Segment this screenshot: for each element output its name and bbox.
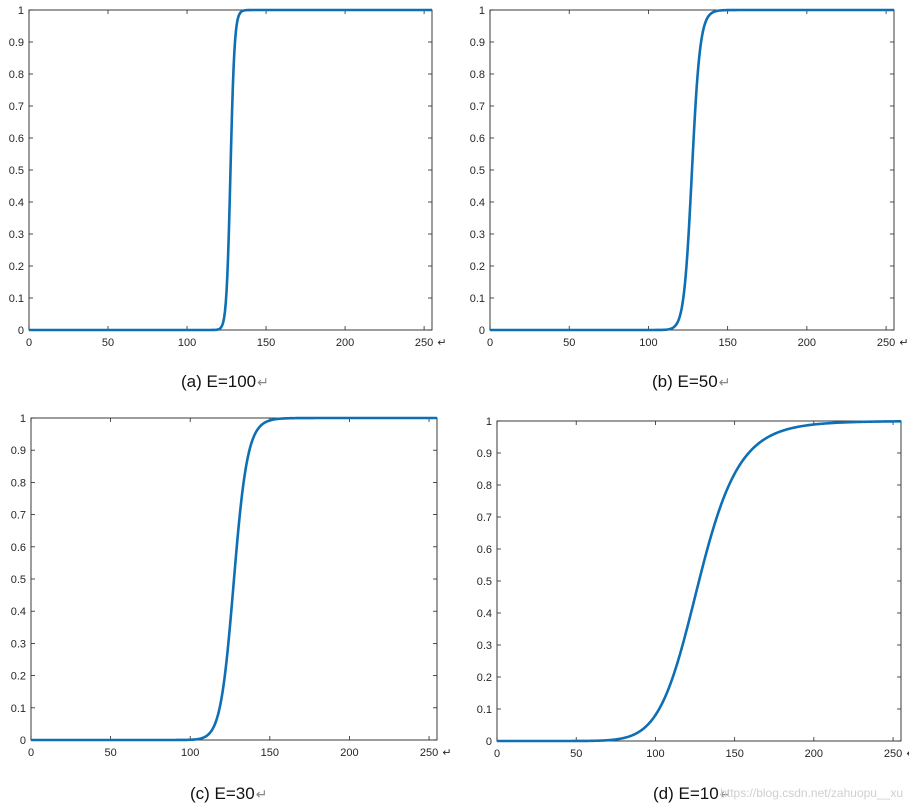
x-tick-label: 150 bbox=[718, 337, 736, 349]
return-icon: ↵ bbox=[718, 374, 731, 390]
chart-c-svg: 0 0.1 0.2 0.3 0.4 0.5 0.6 0.7 0.8 0.9 1 0 50 100 150 20… bbox=[11, 413, 452, 759]
chart-b-svg: 0 0.1 0.2 0.3 0.4 0.5 0.6 0.7 0.8 0.9 1 0 50 100 150 20… bbox=[470, 5, 909, 349]
watermark: https://blog.csdn.net/zahuopu__xu bbox=[720, 786, 903, 800]
y-tick-label: 0.5 bbox=[9, 165, 24, 177]
y-tick-label: 0.7 bbox=[470, 101, 485, 113]
caption-c: (c) E=30↵ bbox=[190, 784, 267, 804]
y-tick-label: 0.5 bbox=[477, 576, 492, 588]
y-tick-label: 0 bbox=[20, 735, 26, 747]
y-tick-label: 0.2 bbox=[9, 261, 24, 273]
y-tick-label: 0.9 bbox=[11, 445, 26, 457]
y-tick-label: 0.5 bbox=[11, 574, 26, 586]
chart-panel-b: 0 0.1 0.2 0.3 0.4 0.5 0.6 0.7 0.8 0.9 1 0 50 100 150 20… bbox=[459, 0, 909, 360]
caption-b-text: (b) E=50 bbox=[652, 372, 718, 391]
y-tick-label: 0.7 bbox=[11, 510, 26, 522]
x-tick-label: 200 bbox=[805, 748, 823, 760]
x-tick-label: 50 bbox=[563, 337, 575, 349]
return-icon: ↵ bbox=[899, 337, 908, 349]
x-tick-label: 200 bbox=[340, 747, 358, 759]
y-tick-label: 0.3 bbox=[11, 638, 26, 650]
series-line bbox=[496, 420, 902, 743]
y-tick-label: 0.6 bbox=[470, 133, 485, 145]
y-tick-label: 1 bbox=[20, 413, 26, 425]
return-icon: ↵ bbox=[437, 337, 446, 349]
x-tick-label: 250 bbox=[415, 337, 433, 349]
chart-panel-c: 0 0.1 0.2 0.3 0.4 0.5 0.6 0.7 0.8 0.9 1 0 50 100 150 20… bbox=[0, 407, 455, 767]
x-tick-label: 150 bbox=[257, 337, 275, 349]
x-tick-label: 250 bbox=[877, 337, 895, 349]
y-tick-label: 0.8 bbox=[477, 480, 492, 492]
y-tick-label: 0.2 bbox=[470, 261, 485, 273]
y-tick-label: 1 bbox=[479, 5, 485, 17]
y-tick-label: 0.1 bbox=[9, 293, 24, 305]
x-tick-label: 0 bbox=[28, 747, 34, 759]
x-tick-label: 200 bbox=[336, 337, 354, 349]
caption-a: (a) E=100↵ bbox=[181, 372, 269, 392]
y-tick-label: 0.6 bbox=[11, 542, 26, 554]
y-tick-label: 0.2 bbox=[477, 672, 492, 684]
y-tick-label: 1 bbox=[486, 416, 492, 428]
return-icon: ↵ bbox=[719, 786, 732, 802]
x-tick-label: 50 bbox=[102, 337, 114, 349]
x-tick-label: 100 bbox=[181, 747, 199, 759]
x-tick-label: 200 bbox=[798, 337, 816, 349]
y-tick-label: 0 bbox=[18, 325, 24, 337]
y-tick-label: 0.2 bbox=[11, 671, 26, 683]
x-tick-label: 100 bbox=[178, 337, 196, 349]
caption-d: (d) E=10↵ bbox=[653, 784, 731, 804]
caption-b: (b) E=50↵ bbox=[652, 372, 730, 392]
x-tick-label: 150 bbox=[725, 748, 743, 760]
x-tick-label: 0 bbox=[26, 337, 32, 349]
y-tick-label: 0.9 bbox=[9, 37, 24, 49]
x-tick-label: 50 bbox=[570, 748, 582, 760]
return-icon: ↵ bbox=[255, 786, 268, 802]
chart-panel-a: 0 0.1 0.2 0.3 0.4 0.5 0.6 0.7 0.8 0.9 1 0 50 100 150 20… bbox=[0, 0, 450, 360]
y-tick-label: 0.1 bbox=[11, 703, 26, 715]
chart-a-svg: 0 0.1 0.2 0.3 0.4 0.5 0.6 0.7 0.8 0.9 1 0 50 100 150 20… bbox=[9, 5, 447, 349]
chart-d-svg: 0 0.1 0.2 0.3 0.4 0.5 0.6 0.7 0.8 0.9 1 0 50 100 150 20… bbox=[477, 416, 909, 760]
x-tick-label: 250 bbox=[884, 748, 902, 760]
y-tick-label: 0.3 bbox=[9, 229, 24, 241]
series-line bbox=[30, 416, 438, 742]
series-line bbox=[28, 8, 433, 332]
x-tick-label: 0 bbox=[487, 337, 493, 349]
x-tick-label: 100 bbox=[646, 748, 664, 760]
y-tick-label: 0.5 bbox=[470, 165, 485, 177]
y-tick-label: 0.9 bbox=[470, 37, 485, 49]
y-tick-label: 0.3 bbox=[470, 229, 485, 241]
caption-c-text: (c) E=30 bbox=[190, 784, 255, 803]
caption-a-text: (a) E=100 bbox=[181, 372, 257, 391]
y-tick-label: 0.4 bbox=[470, 197, 485, 209]
caption-d-text: (d) E=10 bbox=[653, 784, 719, 803]
y-tick-label: 0.8 bbox=[9, 69, 24, 81]
y-tick-label: 0.9 bbox=[477, 448, 492, 460]
y-tick-label: 0.3 bbox=[477, 640, 492, 652]
y-tick-label: 0.1 bbox=[477, 704, 492, 716]
y-tick-label: 0.7 bbox=[477, 512, 492, 524]
y-tick-label: 1 bbox=[18, 5, 24, 17]
return-icon: ↵ bbox=[906, 748, 909, 760]
x-tick-label: 150 bbox=[261, 747, 279, 759]
return-icon: ↵ bbox=[257, 374, 269, 390]
series-line bbox=[489, 8, 895, 332]
y-tick-label: 0 bbox=[486, 736, 492, 748]
y-tick-label: 0.4 bbox=[9, 197, 24, 209]
y-tick-label: 0.8 bbox=[11, 477, 26, 489]
x-tick-label: 250 bbox=[420, 747, 438, 759]
x-tick-label: 0 bbox=[494, 748, 500, 760]
x-tick-label: 100 bbox=[639, 337, 657, 349]
y-tick-label: 0 bbox=[479, 325, 485, 337]
return-icon: ↵ bbox=[442, 747, 451, 759]
y-tick-label: 0.8 bbox=[470, 69, 485, 81]
y-tick-label: 0.6 bbox=[9, 133, 24, 145]
y-tick-label: 0.6 bbox=[477, 544, 492, 556]
y-tick-label: 0.4 bbox=[11, 606, 26, 618]
y-tick-label: 0.7 bbox=[9, 101, 24, 113]
x-tick-label: 50 bbox=[104, 747, 116, 759]
y-tick-label: 0.4 bbox=[477, 608, 492, 620]
y-tick-label: 0.1 bbox=[470, 293, 485, 305]
chart-panel-d: 0 0.1 0.2 0.3 0.4 0.5 0.6 0.7 0.8 0.9 1 0 50 100 150 20… bbox=[459, 407, 909, 767]
